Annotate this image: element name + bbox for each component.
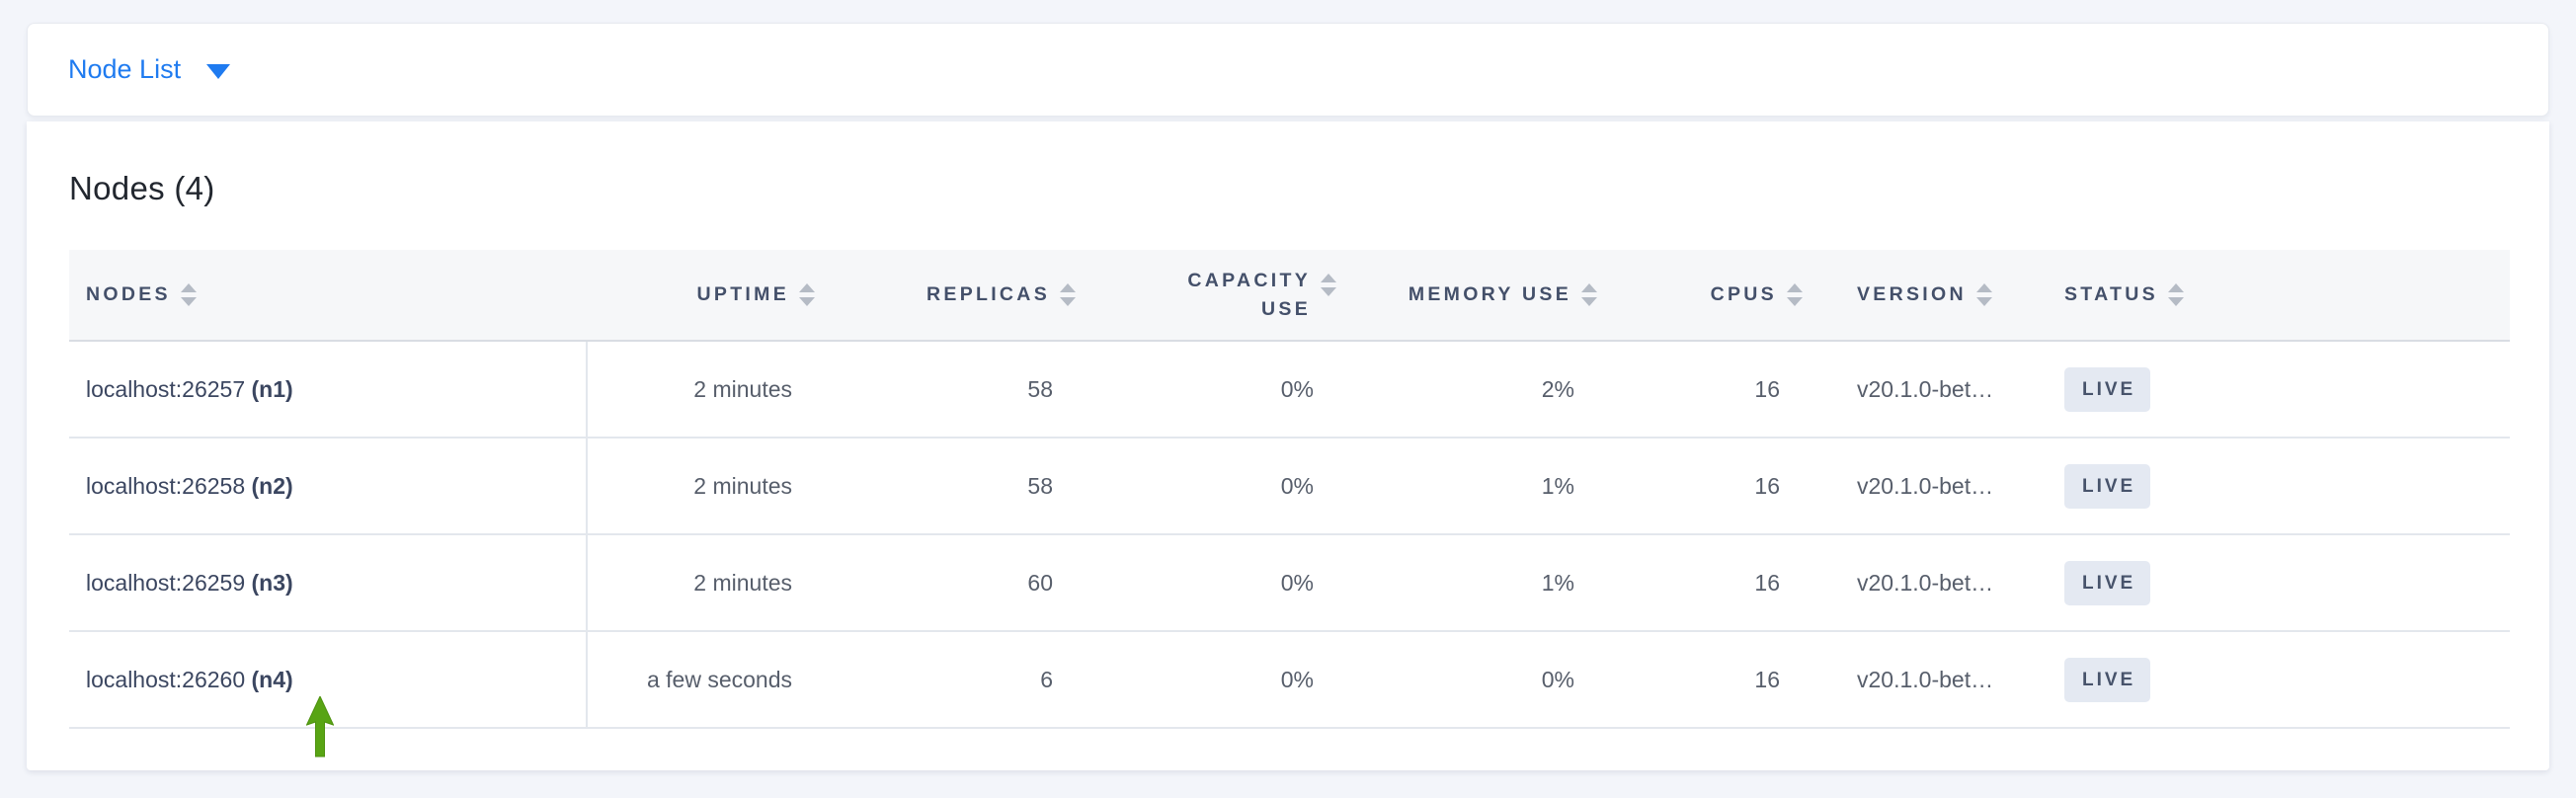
cell-uptime: 2 minutes	[587, 438, 830, 535]
cell-uptime: 2 minutes	[587, 534, 830, 632]
table-row[interactable]: localhost:26259 (n3) 2 minutes 60 0% 1% …	[69, 534, 2510, 632]
cell-version: v20.1.0-bet…	[1817, 438, 2045, 535]
status-badge: LIVE	[2064, 366, 2151, 412]
column-header-memory-use[interactable]: MEMORY USE	[1351, 250, 1612, 342]
column-header-cpus[interactable]: CPUS	[1612, 250, 1817, 342]
table-body: localhost:26257 (n1) 2 minutes 58 0% 2% …	[69, 341, 2510, 729]
sort-icon[interactable]	[1320, 273, 1337, 297]
table-row[interactable]: localhost:26258 (n2) 2 minutes 58 0% 1% …	[69, 438, 2510, 535]
cell-cpus: 16	[1612, 534, 1817, 632]
cell-node-address[interactable]: localhost:26260 (n4)	[69, 631, 588, 729]
cell-status: LIVE	[2045, 534, 2510, 632]
cell-capacity-use: 0%	[1090, 341, 1351, 439]
node-id: (n4)	[251, 666, 293, 692]
column-header-version[interactable]: VERSION	[1817, 250, 2045, 342]
sort-icon[interactable]	[1786, 282, 1804, 307]
node-id: (n3)	[251, 569, 293, 596]
cell-memory-use: 2%	[1351, 341, 1612, 439]
column-header-status[interactable]: STATUS	[2045, 250, 2510, 342]
column-header-uptime[interactable]: UPTIME	[587, 250, 830, 342]
status-badge: LIVE	[2064, 463, 2151, 509]
node-id: (n2)	[251, 472, 293, 499]
cell-capacity-use: 0%	[1090, 631, 1351, 729]
table-row[interactable]: localhost:26260 (n4) a few seconds 6 0% …	[69, 631, 2510, 729]
cell-capacity-use: 0%	[1090, 438, 1351, 535]
cell-node-address[interactable]: localhost:26259 (n3)	[69, 534, 588, 632]
cell-replicas: 58	[830, 341, 1090, 439]
green-arrow-up-icon	[305, 694, 335, 764]
cell-status: LIVE	[2045, 341, 2510, 439]
cell-uptime: a few seconds	[587, 631, 830, 729]
cell-version: v20.1.0-bet…	[1817, 534, 2045, 632]
column-header-replicas[interactable]: REPLICAS	[830, 250, 1090, 342]
sort-icon[interactable]	[1059, 282, 1077, 307]
node-id: (n1)	[251, 375, 293, 402]
cell-memory-use: 1%	[1351, 438, 1612, 535]
cell-version: v20.1.0-bet…	[1817, 341, 2045, 439]
sort-icon[interactable]	[1580, 282, 1598, 307]
cell-memory-use: 1%	[1351, 534, 1612, 632]
cell-status: LIVE	[2045, 438, 2510, 535]
view-dropdown-label: Node List	[68, 54, 182, 84]
cell-status: LIVE	[2045, 631, 2510, 729]
cell-cpus: 16	[1612, 438, 1817, 535]
nodes-panel: Nodes (4) NODES UPTIME REPLICAS CAPACITY…	[27, 121, 2549, 770]
cell-capacity-use: 0%	[1090, 534, 1351, 632]
cell-replicas: 58	[830, 438, 1090, 535]
cell-node-address[interactable]: localhost:26258 (n2)	[69, 438, 588, 535]
cell-uptime: 2 minutes	[587, 341, 830, 439]
view-selector-bar: Node List	[27, 23, 2549, 117]
column-header-capacity-use[interactable]: CAPACITY USE	[1090, 250, 1351, 342]
table-row[interactable]: localhost:26257 (n1) 2 minutes 58 0% 2% …	[69, 341, 2510, 439]
page-title: Nodes (4)	[69, 170, 215, 206]
cell-replicas: 6	[830, 631, 1090, 729]
cell-memory-use: 0%	[1351, 631, 1612, 729]
cell-cpus: 16	[1612, 341, 1817, 439]
table-header: NODES UPTIME REPLICAS CAPACITY USE MEMOR…	[69, 250, 2510, 342]
column-header-nodes[interactable]: NODES	[69, 250, 587, 342]
cell-node-address[interactable]: localhost:26257 (n1)	[69, 341, 588, 439]
status-badge: LIVE	[2064, 560, 2151, 605]
cell-cpus: 16	[1612, 631, 1817, 729]
cell-version: v20.1.0-bet…	[1817, 631, 2045, 729]
caret-down-icon	[206, 64, 231, 79]
sort-icon[interactable]	[1975, 282, 1993, 307]
cell-replicas: 60	[830, 534, 1090, 632]
view-dropdown[interactable]: Node List	[68, 54, 231, 85]
status-badge: LIVE	[2064, 657, 2151, 702]
sort-icon[interactable]	[180, 282, 198, 307]
sort-icon[interactable]	[2167, 282, 2185, 307]
sort-icon[interactable]	[798, 282, 816, 307]
node-list-table: NODES UPTIME REPLICAS CAPACITY USE MEMOR…	[69, 250, 2510, 729]
